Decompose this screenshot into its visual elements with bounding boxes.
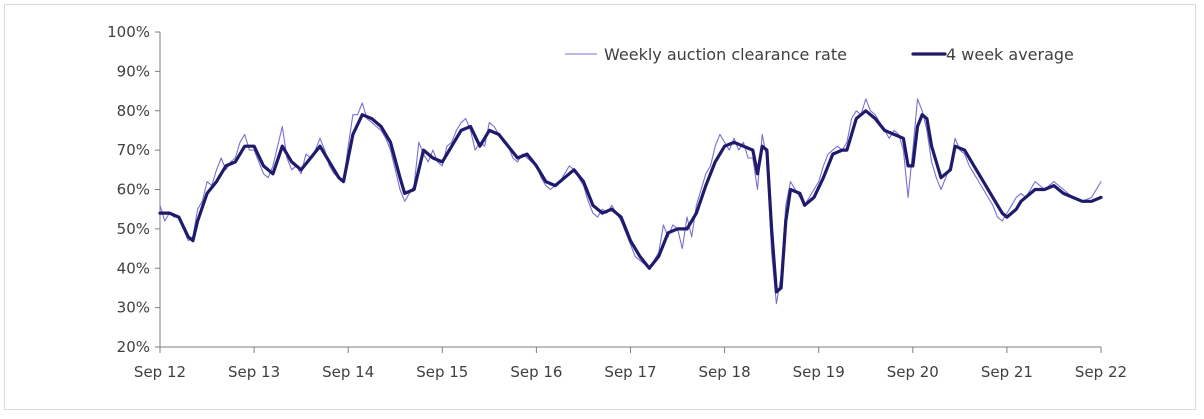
x-tick-label: Sep 22 bbox=[1075, 363, 1127, 381]
legend-label-weekly-clearance: Weekly auction clearance rate bbox=[604, 45, 847, 64]
y-tick-label: 30% bbox=[117, 299, 150, 317]
y-tick-label: 100% bbox=[107, 23, 150, 41]
y-axis: 20% 30% 40% 50% 60% 70% 80% 90% 100% bbox=[107, 23, 161, 356]
x-tick-label: Sep 19 bbox=[793, 363, 845, 381]
x-tick-label: Sep 12 bbox=[134, 363, 186, 381]
x-tick-label: Sep 14 bbox=[322, 363, 374, 381]
x-tick-label: Sep 18 bbox=[699, 363, 751, 381]
y-tick-label: 20% bbox=[117, 338, 150, 356]
y-tick-label: 40% bbox=[117, 259, 150, 277]
y-tick-label: 60% bbox=[117, 181, 150, 199]
y-tick-label: 70% bbox=[117, 141, 150, 159]
x-tick-label: Sep 20 bbox=[887, 363, 939, 381]
series-line-weekly-clearance bbox=[159, 98, 1102, 305]
legend-label-4-week-average: 4 week average bbox=[946, 45, 1074, 64]
x-axis: Sep 12 Sep 13 Sep 14 Sep 15 Sep 16 Sep 17 Sep … bbox=[134, 346, 1127, 381]
series-line-4-week-average bbox=[158, 109, 1103, 294]
x-tick-label: Sep 13 bbox=[228, 363, 280, 381]
x-tick-label: Sep 17 bbox=[604, 363, 656, 381]
x-tick-label: Sep 16 bbox=[510, 363, 562, 381]
series-layer bbox=[158, 98, 1103, 305]
y-tick-label: 90% bbox=[117, 62, 150, 80]
x-tick-label: Sep 21 bbox=[981, 363, 1033, 381]
y-tick-label: 80% bbox=[117, 102, 150, 120]
x-tick-label: Sep 15 bbox=[416, 363, 468, 381]
legend: Weekly auction clearance rate 4 week aver… bbox=[565, 45, 1074, 64]
y-tick-label: 50% bbox=[117, 220, 150, 238]
